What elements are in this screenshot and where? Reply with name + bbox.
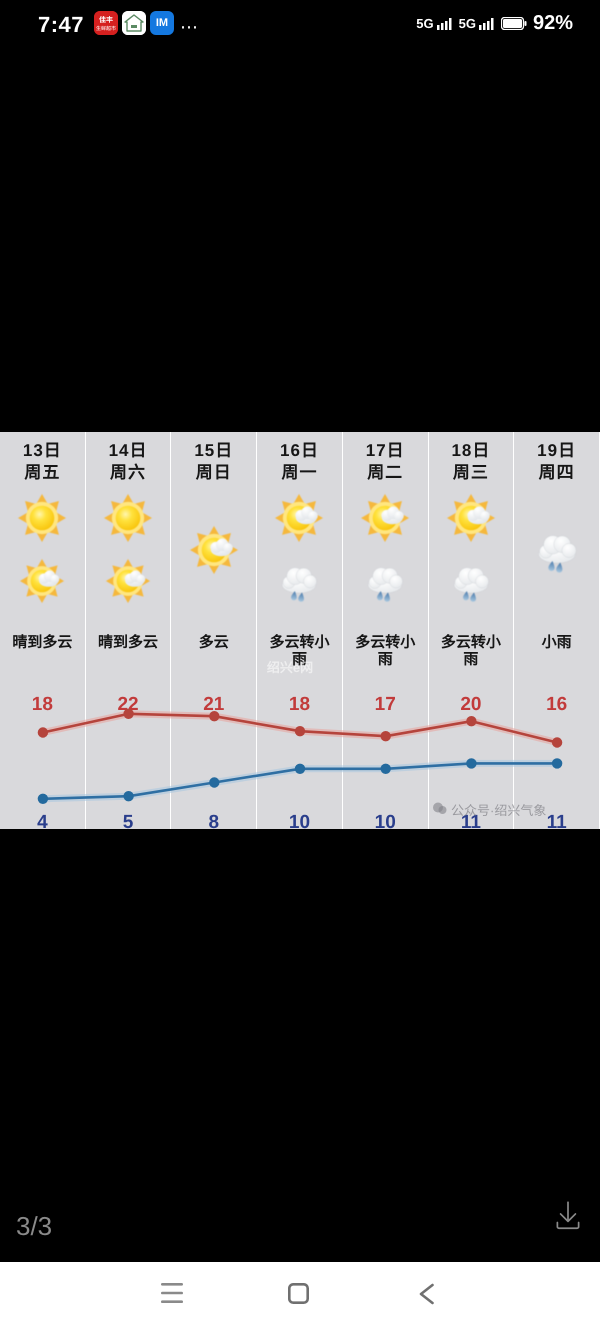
svg-text:佳丰: 佳丰: [99, 15, 113, 24]
svg-text:生鲜超市: 生鲜超市: [96, 25, 116, 32]
